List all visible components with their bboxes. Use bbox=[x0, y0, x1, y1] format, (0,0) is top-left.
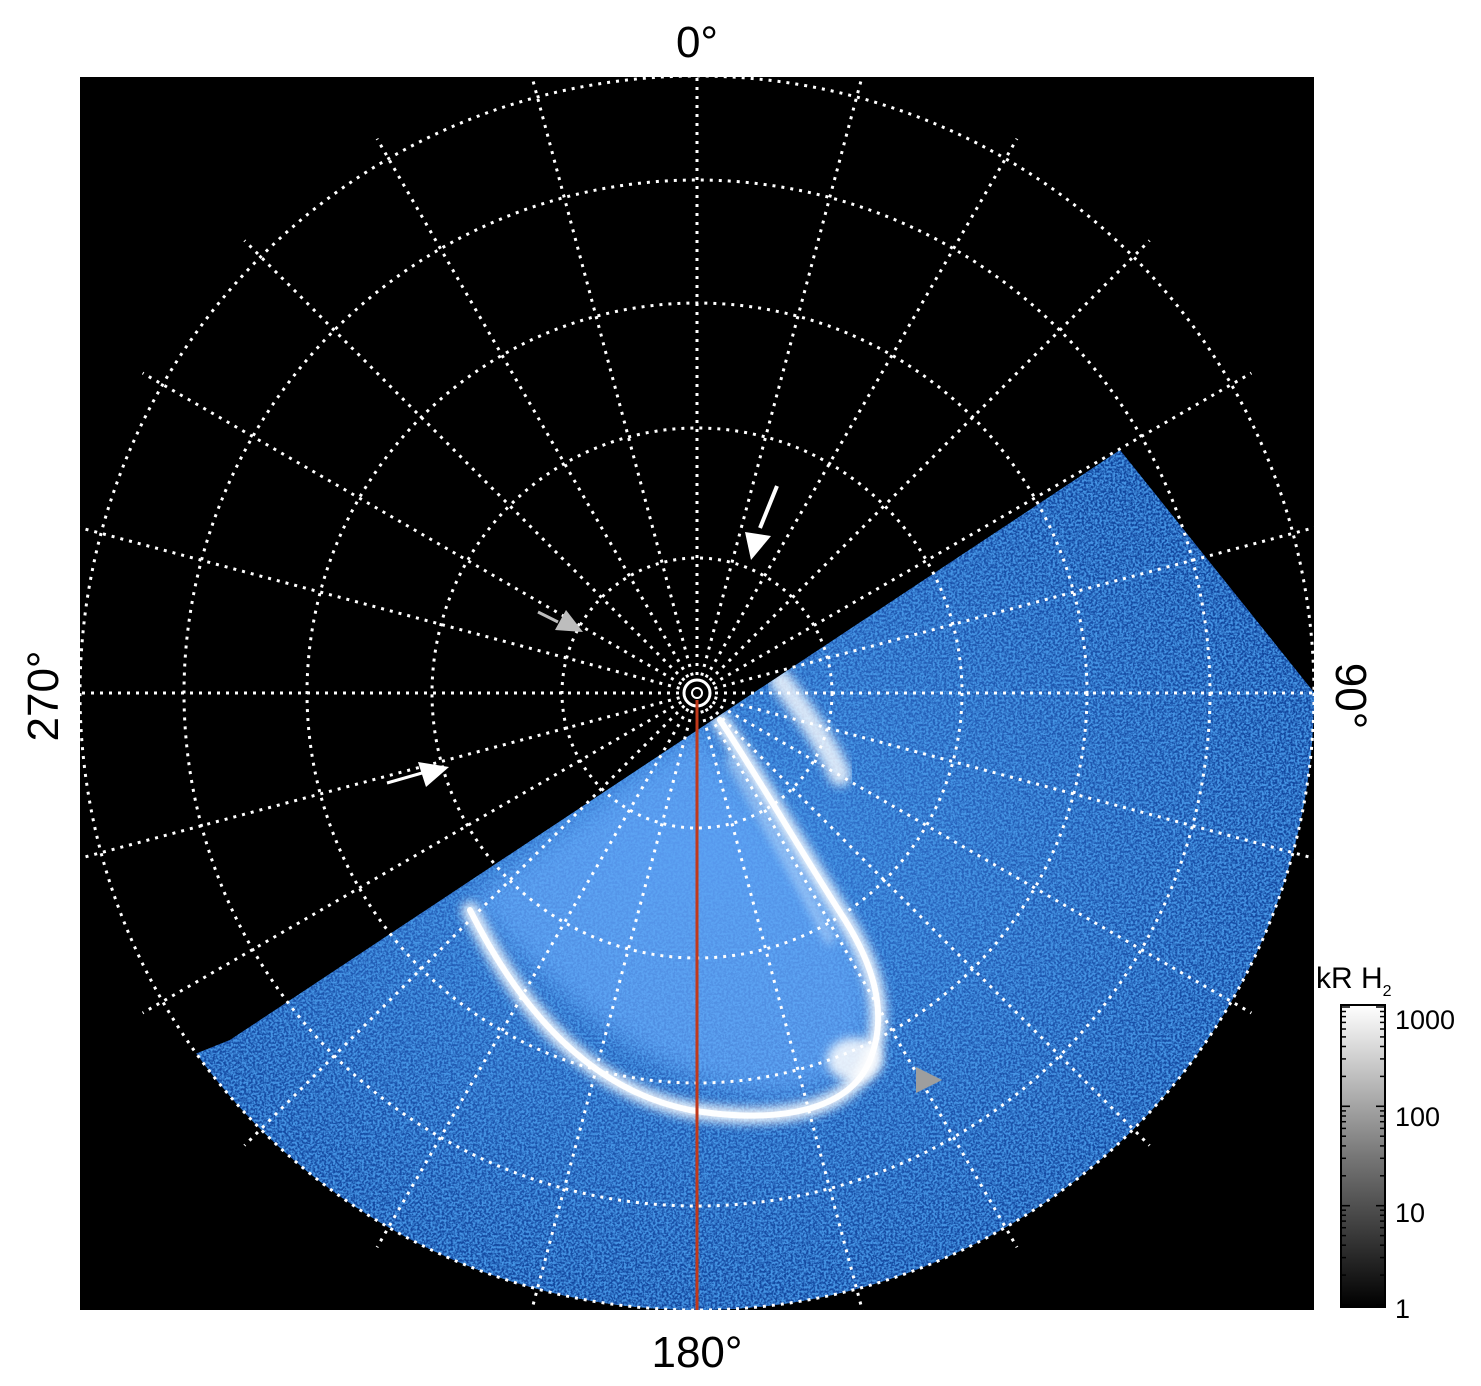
annotation-arrows bbox=[386, 485, 942, 1093]
colorbar-unit-subscript: 2 bbox=[1383, 983, 1392, 1000]
colorbar-gradient bbox=[1340, 1004, 1386, 1308]
colorbar-unit-main: kR H bbox=[1316, 962, 1383, 995]
white-arrow bbox=[745, 485, 779, 560]
colorbar-tick-100: 100 bbox=[1395, 1102, 1440, 1132]
azimuth-label-90: 90° bbox=[1326, 663, 1375, 730]
gray-arrow-upper bbox=[537, 610, 583, 632]
gray-triangle-right bbox=[916, 1067, 942, 1093]
colorbar-tick-10: 10 bbox=[1395, 1198, 1425, 1228]
azimuth-label-0: 0° bbox=[676, 18, 718, 67]
azimuth-label-270: 270° bbox=[19, 650, 68, 741]
gray-arrow-left bbox=[386, 762, 449, 787]
aurora-diffuse-region bbox=[470, 730, 872, 1096]
colorbar-unit: kR H2 bbox=[1316, 962, 1392, 1000]
auroral-spot bbox=[827, 1038, 883, 1082]
colorbar-minor-ticks bbox=[1341, 1006, 1385, 1306]
colorbar-tick-1: 1 bbox=[1395, 1294, 1410, 1324]
colorbar: kR H2 1000 100 10 1 bbox=[1316, 962, 1455, 1324]
azimuth-label-180: 180° bbox=[651, 1328, 742, 1377]
inner-arc bbox=[726, 756, 834, 944]
colorbar-tick-1000: 1000 bbox=[1395, 1005, 1455, 1035]
